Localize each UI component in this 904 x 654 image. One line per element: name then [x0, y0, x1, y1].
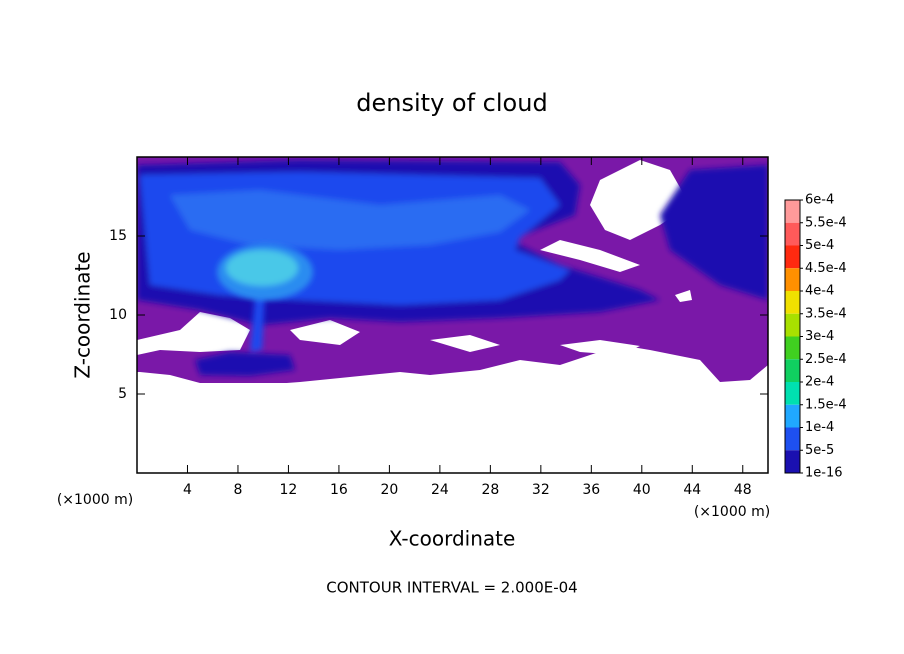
x-axis-label: X-coordinate	[389, 527, 516, 551]
colorbar-swatch	[785, 200, 800, 223]
colorbar-label: 1.5e-4	[805, 397, 847, 412]
x-tick-label: 40	[633, 482, 651, 498]
colorbar-swatch	[785, 245, 800, 269]
x-tick-label: 8	[233, 482, 242, 498]
colorbar-label: 5.5e-4	[805, 215, 847, 230]
x-tick-label: 28	[481, 482, 499, 498]
colorbar-swatch	[785, 404, 800, 428]
x-tick-label: 48	[734, 482, 752, 498]
colorbar-swatch	[785, 268, 800, 291]
footnote: CONTOUR INTERVAL = 2.000E-04	[326, 579, 577, 597]
colorbar-swatch	[785, 382, 800, 405]
colorbar-label: 3e-4	[805, 329, 834, 344]
y-tick-label: 10	[109, 307, 127, 323]
field-darkblue-right	[660, 165, 768, 300]
x-unit-label: (×1000 m)	[694, 504, 770, 520]
colorbar-swatch	[785, 450, 800, 473]
y-tick-label: 15	[109, 228, 127, 244]
colorbar-swatch	[785, 427, 800, 451]
colorbar-swatch	[785, 336, 800, 360]
colorbar-label: 2.5e-4	[805, 352, 847, 367]
field-dark-patch	[195, 352, 295, 376]
y-tick-label: 5	[118, 386, 127, 402]
chart-title: density of cloud	[356, 89, 547, 117]
x-tick-label: 12	[280, 482, 298, 498]
colorbar-label: 6e-4	[805, 193, 834, 208]
x-tick-label: 24	[431, 482, 449, 498]
colorbar-swatch	[785, 222, 800, 246]
colorbar-swatch	[785, 313, 800, 337]
colorbar-label: 4.5e-4	[805, 261, 847, 276]
x-tick-label: 36	[582, 482, 600, 498]
colorbar-label: 1e-16	[805, 466, 843, 481]
colorbar-label: 5e-5	[805, 443, 834, 458]
colorbar-label: 5e-4	[805, 238, 834, 253]
x-unit-label: (×1000 m)	[57, 492, 133, 508]
colorbar-swatch	[785, 291, 800, 314]
y-axis-label: Z-coordinate	[71, 251, 95, 378]
colorbar-label: 3.5e-4	[805, 306, 847, 321]
colorbar-label: 1e-4	[805, 420, 834, 435]
x-tick-label: 16	[330, 482, 348, 498]
x-tick-label: 32	[532, 482, 550, 498]
contour-field	[137, 157, 768, 473]
colorbar-label: 4e-4	[805, 284, 834, 299]
field-lightblue	[170, 190, 530, 250]
colorbar-label: 2e-4	[805, 375, 834, 390]
x-tick-label: 20	[380, 482, 398, 498]
field-plume	[217, 244, 313, 352]
colorbar-swatch	[785, 359, 800, 382]
x-tick-label: 44	[683, 482, 701, 498]
x-tick-label: 4	[183, 482, 192, 498]
